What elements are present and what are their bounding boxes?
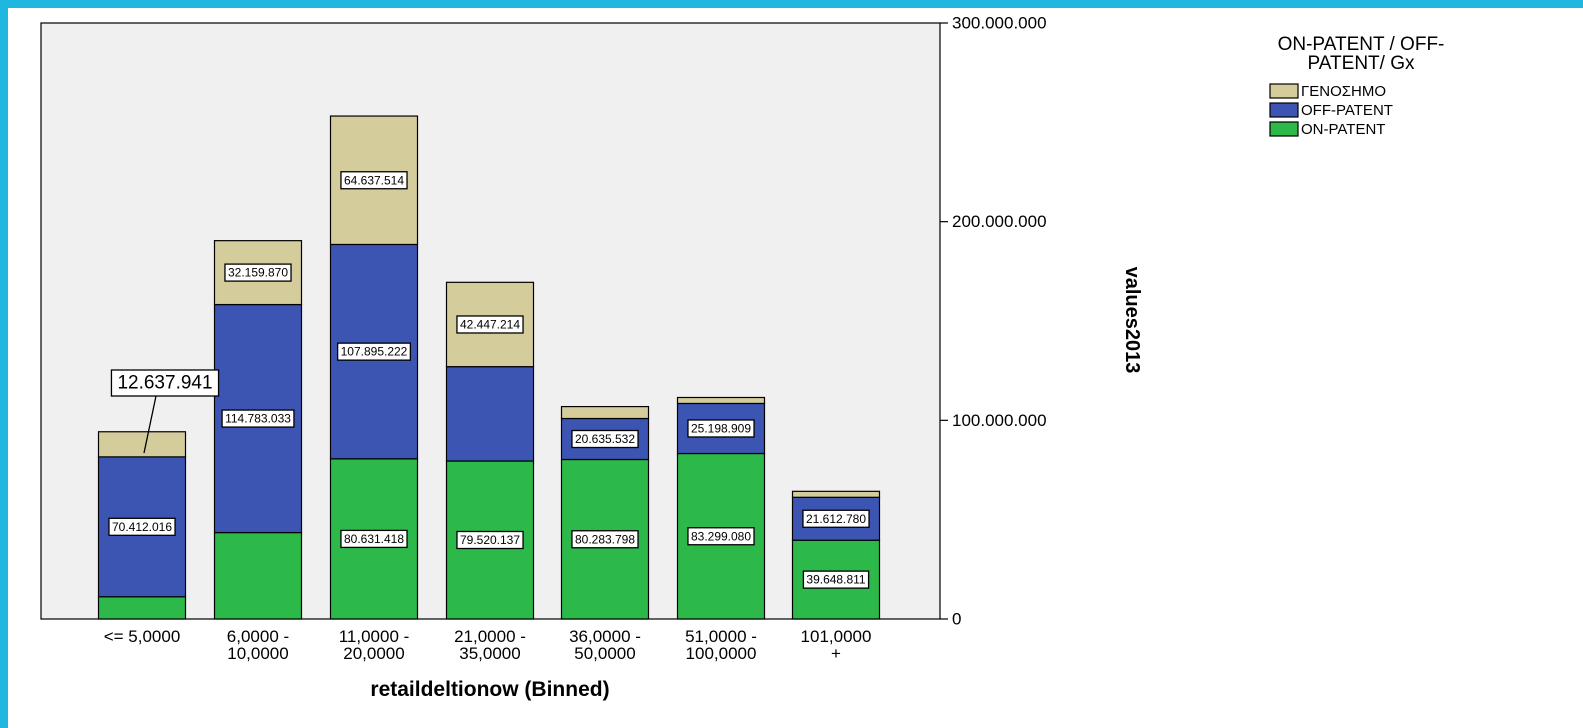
data-label-1-1: 114.783.033 [221,409,295,428]
data-label-1-4-text: 20.635.532 [575,432,635,446]
x-tick-label-6-0: 101,0000 [801,627,872,646]
y-tick-label-2: 200.000.000 [952,212,1047,231]
x-tick-label-4-1: 50,0000 [574,644,635,663]
data-label-2-2-text: 64.637.514 [344,173,404,187]
data-label-1-2: 107.895.222 [336,342,412,361]
data-label-1-2-box [336,342,412,361]
legend-swatch-0 [1269,83,1299,99]
data-label-1-1-text: 114.783.033 [225,412,291,426]
bar-γενοσημο-6 [791,490,881,498]
legend-swatch-1 [1269,102,1299,118]
data-label-2-0-text: 12.637.941 [117,373,212,394]
y-tick-label-0: 0 [952,610,961,629]
x-tick-label-3-1: 35,0000 [459,644,520,663]
data-label-0-4-text: 80.283.798 [575,532,635,546]
data-label-1-5-text: 25.198.909 [691,421,751,435]
data-label-1-4: 20.635.532 [571,429,639,449]
data-label-2-3-box [456,315,524,334]
data-label-2-0: 12.637.941 [110,369,220,397]
y-tick-label-3: 300.000.000 [952,14,1047,33]
x-axis-label: retaildeltionow (Binned) [370,678,609,701]
data-label-2-3-text: 42.447.214 [460,317,520,331]
bar-γενοσημο-0 [97,431,187,458]
x-tick-label-1-1: 10,0000 [227,644,288,663]
bar-on-patent-1 [213,531,303,620]
x-tick-label-3-0: 21,0000 - [454,627,526,646]
x-tick-label-0-0: <= 5,0000 [104,627,181,646]
legend-title-0: ON-PATENT / OFF- [1278,34,1445,55]
data-label-2-2: 64.637.514 [340,171,408,190]
data-label-0-5: 83.299.080 [687,527,755,546]
x-tick-label-5-1: 100,0000 [686,644,757,663]
callout-leader-line [143,395,157,454]
data-label-0-2: 80.631.418 [340,529,408,549]
data-label-1-0-box [108,517,176,536]
data-label-2-1-box [224,263,292,282]
data-label-1-6-box [802,509,870,528]
data-label-1-5: 25.198.909 [687,419,755,438]
data-label-2-2-box [340,171,408,190]
x-tick-label-1-0: 6,0000 - [227,627,289,646]
data-label-0-3-text: 79.520.137 [460,533,520,547]
legend-entry-2: ON-PATENT [1301,121,1385,138]
x-tick-label-2-0: 11,0000 - [339,627,410,646]
legend-entry-1: OFF-PATENT [1301,102,1393,119]
data-label-1-4-box [571,429,639,449]
data-label-1-0: 70.412.016 [108,517,176,536]
bar-γενοσημο-4 [560,405,650,420]
data-label-0-3-box [456,530,524,550]
data-label-1-2-text: 107.895.222 [341,345,408,359]
data-label-2-3: 42.447.214 [456,315,524,334]
bar-off-patent-3 [445,366,535,462]
data-label-0-4-box [571,530,639,549]
data-label-2-0-box [110,369,220,397]
data-label-0-5-text: 83.299.080 [691,529,751,543]
y-axis-label: values2013 [1121,267,1143,374]
data-label-0-6-text: 39.648.811 [806,573,865,587]
bar-stack-1 [213,240,303,620]
bar-on-patent-0 [97,596,187,620]
stacked-bar-chart: 70.412.016 12.637.941 114.783.033 32.159.87… [40,14,1445,701]
data-label-0-3: 79.520.137 [456,530,524,550]
legend-swatch-2 [1269,121,1299,137]
data-label-0-6-box [802,570,870,589]
data-label-1-6: 21.612.780 [802,509,870,528]
data-label-1-5-box [687,419,755,438]
x-tick-label-2-1: 20,0000 [343,644,404,663]
data-label-0-5-box [687,527,755,546]
chart-frame: 70.412.016 12.637.941 114.783.033 32.159.87… [8,8,1583,728]
data-label-1-0-text: 70.412.016 [112,520,172,534]
legend-title-1: PATENT/ Gx [1308,53,1415,74]
data-label-1-6-text: 21.612.780 [806,512,866,526]
data-label-0-6: 39.648.811 [802,570,870,589]
x-tick-label-5-0: 51,0000 - [685,627,757,646]
data-label-1-1-box [221,409,295,428]
data-label-0-2-box [340,529,408,549]
data-label-0-2-text: 80.631.418 [344,532,404,546]
data-label-2-1-text: 32.159.870 [228,266,288,280]
x-tick-label-4-0: 36,0000 - [569,627,641,646]
y-tick-label-1: 100.000.000 [952,411,1047,430]
data-label-0-4: 80.283.798 [571,530,639,549]
data-label-2-1: 32.159.870 [224,263,292,282]
x-tick-label-6-1: + [831,644,841,663]
legend-entry-0: ΓΕΝΟΣΗΜΟ [1301,83,1386,100]
bar-γενοσημο-5 [676,396,766,405]
